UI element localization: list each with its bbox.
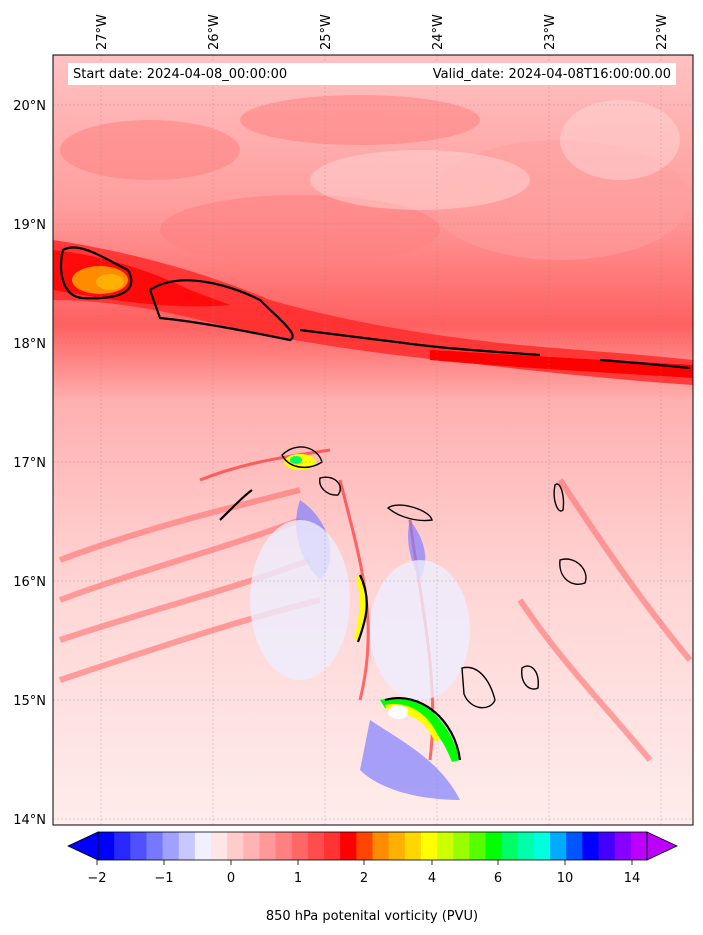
- colorbar-cell: [404, 832, 422, 860]
- colorbar-cell: [501, 832, 519, 860]
- colorbar-cell: [146, 832, 164, 860]
- longitude-label: 26°W: [207, 14, 222, 50]
- latitude-label: 16°N: [13, 575, 46, 590]
- colorbar-cell: [275, 832, 293, 860]
- colorbar-cell: [582, 832, 600, 860]
- colorbar-tick-label: 2: [360, 871, 368, 886]
- latitude-labels: 20°N 19°N 18°N 17°N 16°N 15°N 14°N: [13, 99, 46, 828]
- colorbar-cell: [340, 832, 357, 860]
- colorbar-cell: [211, 832, 228, 860]
- colorbar-cell: [130, 832, 147, 860]
- colorbar-cell: [630, 832, 648, 860]
- latitude-label: 18°N: [13, 337, 46, 352]
- latitude-label: 15°N: [13, 694, 46, 709]
- longitude-label: 24°W: [431, 14, 446, 50]
- colorbar-cell: [98, 832, 115, 860]
- colorbar-cell: [227, 832, 244, 860]
- latitude-label: 20°N: [13, 99, 46, 114]
- colorbar-extend-low: [67, 831, 99, 861]
- colorbar-cell: [356, 832, 373, 860]
- colorbar-tick-label: 4: [428, 871, 436, 886]
- pv-band: [53, 240, 693, 385]
- colorbar-cell: [469, 832, 487, 860]
- colorbar-cell: [598, 832, 616, 860]
- colorbar-cell: [259, 832, 277, 860]
- longitude-label: 23°W: [543, 14, 558, 50]
- colorbar-cell: [178, 832, 196, 860]
- colorbar-tick-label: −2: [87, 871, 106, 886]
- colorbar-cell: [566, 832, 583, 860]
- colorbar-label: 850 hPa potenital vorticity (PVU): [266, 909, 478, 924]
- colorbar-cell: [194, 832, 212, 860]
- colorbar-cell: [614, 832, 632, 860]
- header-annotation: Start date: 2024-04-08_00:00:00 Valid_da…: [68, 63, 676, 85]
- colorbar-tick-label: 1: [294, 871, 302, 886]
- map-panel: [53, 55, 693, 825]
- colorbar-cell: [372, 832, 390, 860]
- colorbar-tick-label: −1: [154, 871, 173, 886]
- colorbar-cell: [550, 832, 567, 860]
- longitude-labels: 27°W 26°W 25°W 24°W 23°W 22°W: [95, 14, 670, 50]
- colorbar-cell: [388, 832, 406, 860]
- start-date-text: Start date: 2024-04-08_00:00:00: [73, 66, 288, 82]
- colorbar-tick-label: 0: [227, 871, 235, 886]
- latitude-label: 17°N: [13, 456, 46, 471]
- colorbar-cell: [453, 832, 470, 860]
- colorbar-cell: [420, 832, 438, 860]
- colorbar-extend-high: [646, 831, 678, 861]
- colorbar-cell: [485, 832, 503, 860]
- colorbar-cell: [533, 832, 551, 860]
- colorbar-cell: [517, 832, 535, 860]
- latitude-label: 19°N: [13, 218, 46, 233]
- longitude-label: 25°W: [319, 14, 334, 50]
- colorbar-tick-label: 10: [557, 871, 574, 886]
- colorbar-cell: [162, 832, 180, 860]
- valid-date-text: Valid_date: 2024-04-08T16:00:00.00: [432, 66, 671, 82]
- colorbar-tick-label: 6: [494, 871, 502, 886]
- colorbar-cell: [114, 832, 131, 860]
- colorbar-tick-label: 14: [624, 871, 641, 886]
- colorbar-cell: [437, 832, 454, 860]
- colorbar: −2 −1 0 1 2 4 6 10 14 850 hPa potenital vorticit…: [67, 831, 678, 924]
- colorbar-cell: [243, 832, 260, 860]
- colorbar-cell: [324, 832, 341, 860]
- map-frame: [52, 54, 694, 826]
- colorbar-cell: [291, 832, 309, 860]
- longitude-label: 22°W: [655, 14, 670, 50]
- latitude-label: 14°N: [13, 813, 46, 828]
- longitude-label: 27°W: [95, 14, 110, 50]
- colorbar-cell: [307, 832, 325, 860]
